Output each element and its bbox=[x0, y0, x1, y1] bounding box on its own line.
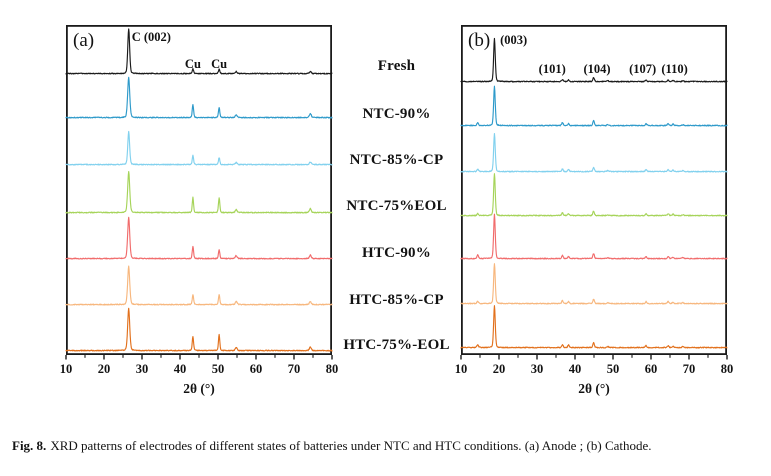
peak-label-003: (003) bbox=[500, 33, 527, 47]
xrd-trace-htc-90 bbox=[65, 216, 333, 260]
x-axis-tick-label: 80 bbox=[326, 362, 339, 376]
x-axis-tick-label: 60 bbox=[645, 362, 658, 376]
x-axis-tick-label: 60 bbox=[250, 362, 263, 376]
panel-label-b: (b) bbox=[468, 30, 490, 51]
peak-label-cu: Cu bbox=[185, 57, 201, 71]
x-axis-tick-label: 20 bbox=[98, 362, 111, 376]
xrd-trace-ntc-75-eol bbox=[65, 170, 333, 214]
caption-text: XRD patterns of electrodes of different … bbox=[50, 438, 652, 453]
xrd-trace-htc-90 bbox=[460, 213, 728, 260]
series-label-column: Fresh NTC-90% NTC-85%-CP NTC-75%EOL HTC-90% H… bbox=[332, 0, 461, 400]
xrd-chart-anode: 10 20 30 40 50 60 70 80 2θ (°) (a) C (002) Cu Cu bbox=[60, 24, 338, 401]
peak-label-104: (104) bbox=[584, 62, 611, 76]
figure-number: Fig. 8. bbox=[12, 438, 47, 453]
xrd-trace-ntc-85-cp bbox=[65, 130, 333, 166]
panel-label-a: (a) bbox=[73, 30, 94, 51]
xrd-trace-htc-75-eol bbox=[65, 307, 333, 352]
x-axis-tick-label: 80 bbox=[721, 362, 734, 376]
x-axis-tick-label: 30 bbox=[531, 362, 544, 376]
figure-caption: Fig. 8. XRD patterns of electrodes of dif… bbox=[12, 438, 760, 454]
x-axis-tick-label: 30 bbox=[136, 362, 149, 376]
xrd-plot-anode: 10 20 30 40 50 60 70 80 2θ (°) (a) C (002) Cu Cu bbox=[60, 24, 338, 396]
xrd-trace-htc-85-cp bbox=[65, 265, 333, 306]
x-axis-tick-label: 70 bbox=[288, 362, 301, 376]
x-axis-tick-label: 70 bbox=[683, 362, 696, 376]
x-axis-tick-label: 10 bbox=[455, 362, 468, 376]
series-label-ntc-90: NTC-90% bbox=[362, 106, 431, 122]
xrd-chart-cathode: 10 20 30 40 50 60 70 80 2θ (°) (b) (003) (101) (104)… bbox=[455, 24, 733, 401]
xrd-trace-ntc-75-eol bbox=[460, 173, 728, 217]
xrd-trace-htc-75-eol bbox=[460, 305, 728, 349]
xrd-trace-ntc-90 bbox=[460, 85, 728, 127]
x-axis-tick-label: 50 bbox=[607, 362, 620, 376]
series-label-htc-90: HTC-90% bbox=[362, 245, 431, 261]
xrd-trace-fresh bbox=[65, 28, 333, 75]
xrd-trace-fresh bbox=[460, 37, 728, 83]
series-label-ntc-85-cp: NTC-85%-CP bbox=[349, 152, 444, 168]
peak-label-cu: Cu bbox=[211, 57, 227, 71]
xrd-trace-ntc-85-cp bbox=[460, 133, 728, 173]
series-label-fresh: Fresh bbox=[377, 58, 416, 74]
peak-label-107: (107) bbox=[629, 62, 656, 76]
xrd-trace-ntc-90 bbox=[65, 76, 333, 119]
x-axis-tick-label: 40 bbox=[569, 362, 582, 376]
xrd-trace-htc-85-cp bbox=[460, 263, 728, 305]
x-axis-tick-label: 40 bbox=[174, 362, 187, 376]
series-label-ntc-75-eol: NTC-75%EOL bbox=[346, 198, 447, 214]
series-label-htc-85-cp: HTC-85%-CP bbox=[349, 292, 444, 308]
x-axis-tick-label: 50 bbox=[212, 362, 225, 376]
x-axis-title: 2θ (°) bbox=[183, 381, 215, 396]
peak-label-110: (110) bbox=[661, 62, 687, 76]
peak-label-101: (101) bbox=[539, 62, 566, 76]
x-axis-title: 2θ (°) bbox=[578, 381, 610, 396]
plot-frame bbox=[65, 24, 333, 356]
peak-label-c-002: C (002) bbox=[132, 30, 171, 44]
x-axis-tick-label: 20 bbox=[493, 362, 506, 376]
xrd-plot-cathode: 10 20 30 40 50 60 70 80 2θ (°) (b) (003) (101) (104)… bbox=[455, 24, 733, 396]
series-label-htc-75-eol: HTC-75%-EOL bbox=[343, 337, 450, 353]
x-axis-tick-label: 10 bbox=[60, 362, 73, 376]
